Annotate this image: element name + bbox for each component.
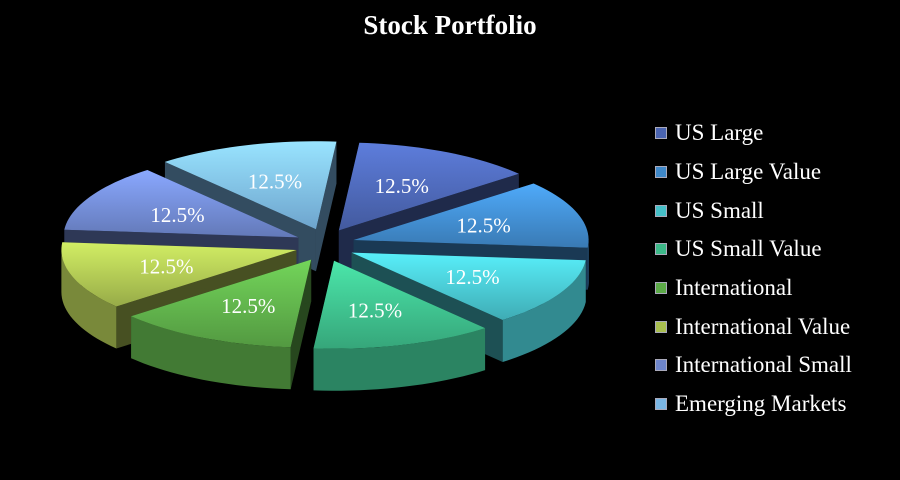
legend-item: US Small Value: [655, 230, 852, 269]
data-label: 12.5%: [150, 203, 204, 227]
legend-swatch-icon: [655, 320, 667, 333]
data-label: 12.5%: [139, 254, 193, 278]
legend-swatch-icon: [655, 243, 667, 256]
legend-item: International: [655, 269, 852, 308]
legend-item: International Value: [655, 307, 852, 346]
data-label: 12.5%: [348, 298, 402, 322]
pie-slice-international: [131, 259, 312, 390]
legend-item: US Large: [655, 114, 852, 153]
legend-swatch-icon: [655, 166, 667, 179]
data-label: 12.5%: [375, 174, 429, 198]
legend-label: US Large: [675, 120, 764, 146]
legend-swatch-icon: [655, 127, 667, 140]
data-label: 12.5%: [456, 214, 510, 238]
data-label: 12.5%: [248, 170, 302, 194]
legend-item: Emerging Markets: [655, 385, 852, 424]
legend-swatch-icon: [655, 204, 667, 217]
legend-label: US Large Value: [675, 159, 822, 185]
legend-label: US Small Value: [675, 236, 822, 262]
legend-label: International: [675, 275, 793, 301]
legend-item: US Large Value: [655, 153, 852, 192]
legend-label: International Value: [675, 313, 851, 339]
legend: US Large US Large Value US Small US Small V…: [655, 114, 852, 424]
legend-label: US Small: [675, 197, 764, 223]
legend-swatch-icon: [655, 398, 667, 411]
legend-label: Emerging Markets: [675, 391, 847, 417]
data-label: 12.5%: [221, 294, 275, 318]
legend-swatch-icon: [655, 282, 667, 295]
data-label: 12.5%: [445, 265, 499, 289]
legend-label: International Small: [675, 352, 852, 378]
pie-slice-us-small-value: [313, 260, 486, 391]
legend-item: International Small: [655, 346, 852, 385]
legend-item: US Small: [655, 191, 852, 230]
chart-title: Stock Portfolio: [363, 10, 537, 40]
legend-swatch-icon: [655, 359, 667, 372]
